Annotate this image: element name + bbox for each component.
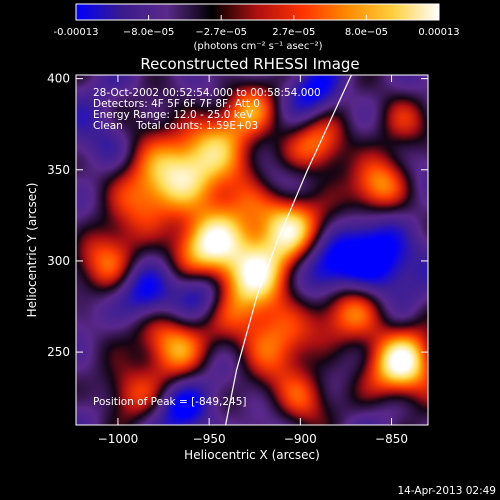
colorbar-gradient (75, 3, 440, 21)
x-tick-label: −900 (284, 432, 317, 446)
annotation-peak-position: Position of Peak = [-849,245] (93, 396, 247, 408)
footer-date: 14-Apr-2013 02:49 (397, 485, 496, 497)
x-tick-label: −950 (193, 432, 226, 446)
x-axis: −1000 −950 −900 −850 (98, 75, 408, 446)
annotation-detectors: Detectors: 4F 5F 6F 7F 8F, Att 0 (93, 98, 260, 110)
colorbar-tick-label: 8.0e−05 (345, 27, 388, 38)
plot-frame (75, 74, 429, 426)
colorbar: -0.00013 −8.0e−05 −2.7e−05 2.7e−05 8.0e−05 0.… (54, 3, 460, 52)
y-tick-label: 250 (47, 345, 70, 359)
x-tick-label: −850 (375, 432, 408, 446)
y-tick-label: 350 (47, 163, 70, 177)
colorbar-tick-label: 2.7e−05 (272, 27, 315, 38)
annotation-energy-range: Energy Range: 12.0 - 25.0 keV (93, 109, 254, 121)
solar-limb-line (225, 75, 352, 425)
colorbar-tick-label: -0.00013 (54, 27, 99, 38)
annotation-method-counts: Clean Total counts: 1.59E+03 (93, 120, 259, 132)
y-axis-label: Heliocentric Y (arcsec) (25, 183, 39, 318)
y-tick-label: 400 (47, 72, 70, 86)
x-axis-label: Heliocentric X (arcsec) (184, 448, 320, 462)
colorbar-tick-label: 0.00013 (418, 27, 459, 38)
chart-title: Reconstructed RHESSI Image (140, 55, 359, 73)
x-tick-label: −1000 (98, 432, 139, 446)
colorbar-tick-label: −2.7e−05 (195, 27, 247, 38)
annotation-time-range: 28-Oct-2002 00:52:54.000 to 00:58:54.000 (93, 87, 321, 99)
y-axis: 250 300 350 400 (47, 72, 428, 359)
y-tick-label: 300 (47, 254, 70, 268)
colorbar-tick-label: −8.0e−05 (123, 27, 175, 38)
colorbar-unit-label: (photons cm⁻² s⁻¹ asec⁻²) (193, 41, 322, 52)
heatmap-image (76, 75, 428, 425)
